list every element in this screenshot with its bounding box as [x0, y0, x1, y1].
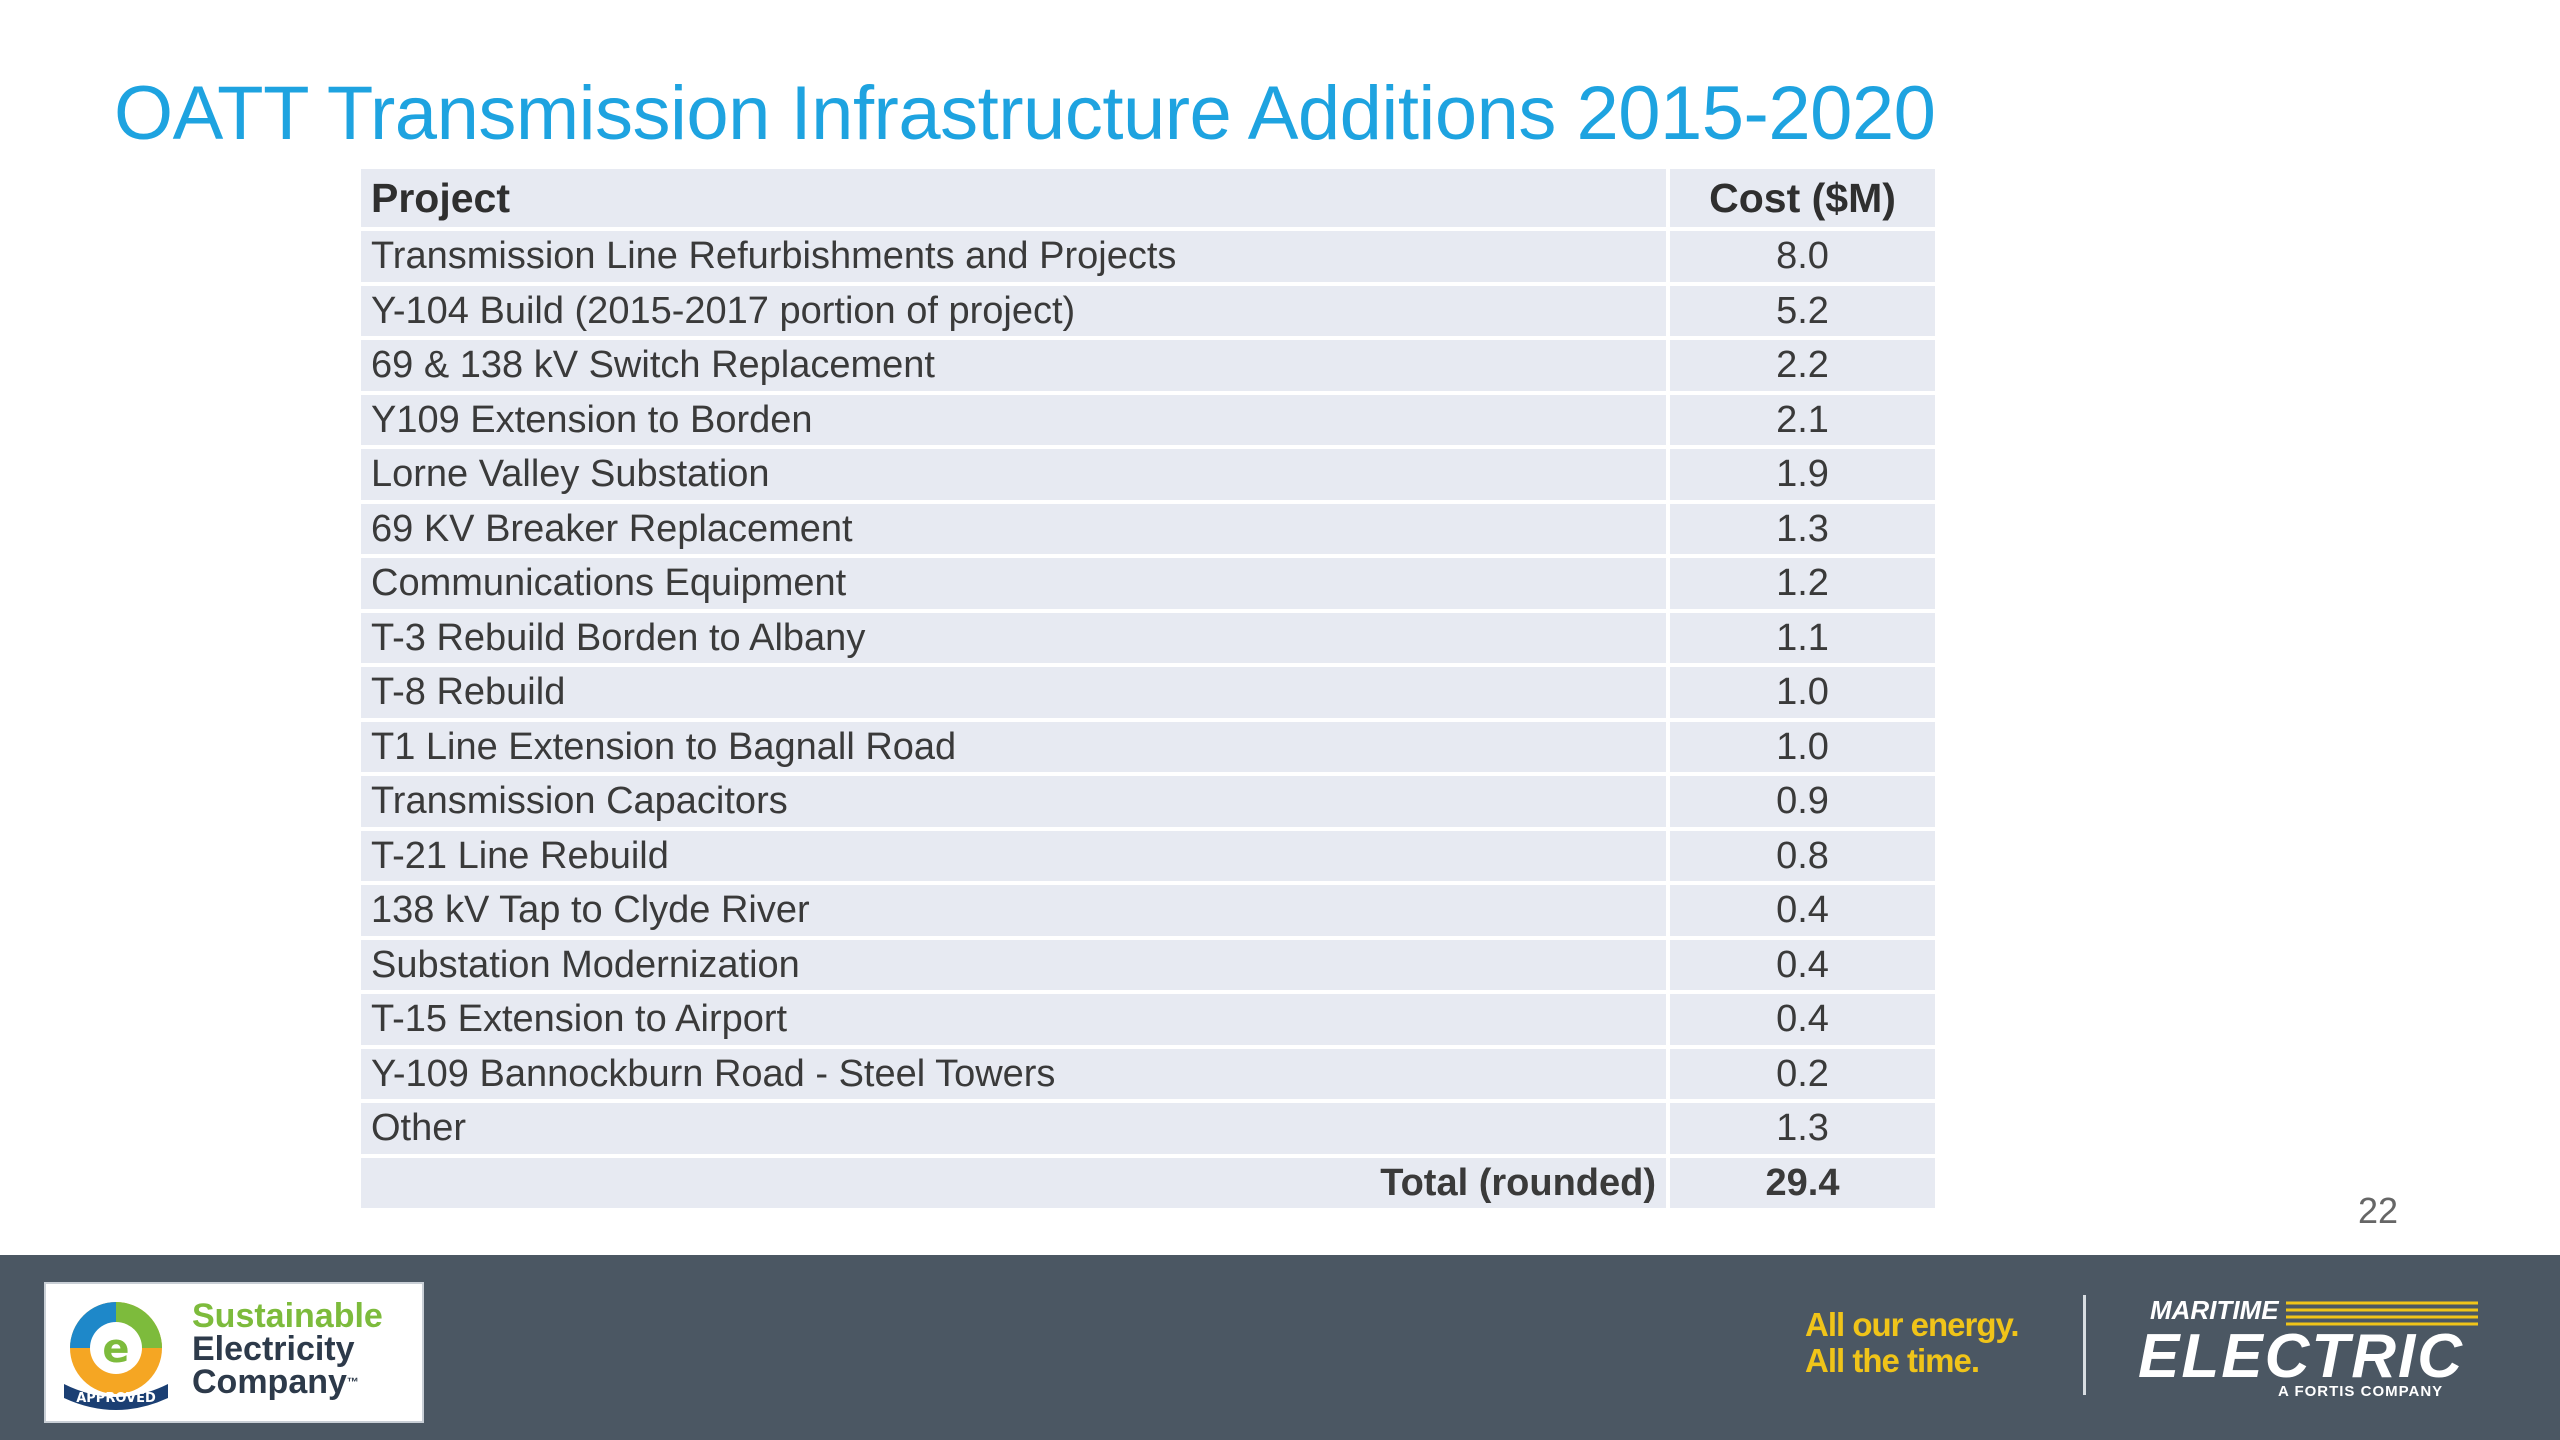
project-cell: Other — [361, 1103, 1670, 1154]
cost-cell: 1.0 — [1670, 667, 1935, 718]
table-row: Substation Modernization 0.4 — [361, 939, 1935, 990]
project-cell: T-3 Rebuild Borden to Albany — [361, 612, 1670, 663]
sustainable-electricity-badge: e APPROVED Sustainable Electricity Compa… — [44, 1282, 424, 1423]
cost-cell: 0.2 — [1670, 1048, 1935, 1099]
maritime-electric-logo: MARITIME ELECTRIC A FORTIS COMPANY — [2138, 1295, 2478, 1405]
footer-bar: e APPROVED Sustainable Electricity Compa… — [0, 1255, 2560, 1440]
page-title: OATT Transmission Infrastructure Additio… — [114, 71, 1936, 156]
project-cell: Transmission Capacitors — [361, 776, 1670, 827]
table-row: Y109 Extension to Borden 2.1 — [361, 394, 1935, 445]
tagline: All our energy. All the time. — [1805, 1306, 2020, 1379]
table-row: T-15 Extension to Airport 0.4 — [361, 994, 1935, 1045]
approved-seal-icon: e APPROVED — [64, 1302, 168, 1410]
project-cell: 69 & 138 kV Switch Replacement — [361, 340, 1670, 391]
table-row: Communications Equipment 1.2 — [361, 558, 1935, 609]
project-cell: Y109 Extension to Borden — [361, 394, 1670, 445]
table-row: Transmission Line Refurbishments and Pro… — [361, 231, 1935, 282]
badge-line3-wrap: Company™ — [192, 1363, 383, 1401]
cost-cell: 2.2 — [1670, 340, 1935, 391]
cost-cell: 0.4 — [1670, 939, 1935, 990]
approved-seal-text: APPROVED — [76, 1391, 156, 1406]
footer-divider — [2083, 1295, 2086, 1395]
project-cell: Y-104 Build (2015-2017 portion of projec… — [361, 285, 1670, 336]
cost-cell: 0.8 — [1670, 830, 1935, 881]
table-row: T1 Line Extension to Bagnall Road 1.0 — [361, 721, 1935, 772]
logo-main-text: ELECTRIC — [2138, 1322, 2464, 1391]
cost-cell: 8.0 — [1670, 231, 1935, 282]
cost-cell: 5.2 — [1670, 285, 1935, 336]
table-row: T-8 Rebuild 1.0 — [361, 667, 1935, 718]
project-cell: Lorne Valley Substation — [361, 449, 1670, 500]
project-cell: Transmission Line Refurbishments and Pro… — [361, 231, 1670, 282]
badge-line2: Electricity — [192, 1330, 355, 1368]
cost-cell: 0.4 — [1670, 885, 1935, 936]
badge-line1: Sustainable — [192, 1297, 383, 1335]
cost-cell: 1.3 — [1670, 1103, 1935, 1154]
tagline-line1: All our energy. — [1805, 1306, 2020, 1343]
badge-line3: Company — [192, 1363, 347, 1401]
svg-text:e: e — [102, 1326, 129, 1372]
trademark-symbol: ™ — [346, 1375, 359, 1389]
table-row: T-3 Rebuild Borden to Albany 1.1 — [361, 612, 1935, 663]
table-row: 138 kV Tap to Clyde River 0.4 — [361, 885, 1935, 936]
project-cell: T1 Line Extension to Bagnall Road — [361, 721, 1670, 772]
table-row: 69 KV Breaker Replacement 1.3 — [361, 503, 1935, 554]
table-row: Transmission Capacitors 0.9 — [361, 776, 1935, 827]
logo-stripes-icon — [2286, 1301, 2478, 1326]
cost-cell: 0.4 — [1670, 994, 1935, 1045]
projects-table: Project Cost ($M) Transmission Line Refu… — [361, 169, 1935, 1212]
total-row: Total (rounded) 29.4 — [361, 1157, 1935, 1208]
table-row: 69 & 138 kV Switch Replacement 2.2 — [361, 340, 1935, 391]
cost-cell: 1.3 — [1670, 503, 1935, 554]
project-cell: T-21 Line Rebuild — [361, 830, 1670, 881]
table-header-row: Project Cost ($M) — [361, 169, 1935, 227]
table-row: T-21 Line Rebuild 0.8 — [361, 830, 1935, 881]
cost-cell: 2.1 — [1670, 394, 1935, 445]
cost-cell: 1.1 — [1670, 612, 1935, 663]
cost-cell: 0.9 — [1670, 776, 1935, 827]
cost-cell: 1.0 — [1670, 721, 1935, 772]
total-value: 29.4 — [1670, 1157, 1935, 1208]
header-project: Project — [361, 169, 1670, 227]
header-cost: Cost ($M) — [1670, 169, 1935, 227]
project-cell: Communications Equipment — [361, 558, 1670, 609]
cost-cell: 1.2 — [1670, 558, 1935, 609]
page-number: 22 — [2358, 1190, 2399, 1231]
project-cell: T-15 Extension to Airport — [361, 994, 1670, 1045]
project-cell: 138 kV Tap to Clyde River — [361, 885, 1670, 936]
project-cell: Substation Modernization — [361, 939, 1670, 990]
total-label: Total (rounded) — [361, 1157, 1670, 1208]
table-row: Y-109 Bannockburn Road - Steel Towers 0.2 — [361, 1048, 1935, 1099]
table-row: Other 1.3 — [361, 1103, 1935, 1154]
cost-cell: 1.9 — [1670, 449, 1935, 500]
logo-sub-text: A FORTIS COMPANY — [2278, 1383, 2444, 1400]
table-row: Lorne Valley Substation 1.9 — [361, 449, 1935, 500]
project-cell: 69 KV Breaker Replacement — [361, 503, 1670, 554]
project-cell: Y-109 Bannockburn Road - Steel Towers — [361, 1048, 1670, 1099]
project-cell: T-8 Rebuild — [361, 667, 1670, 718]
badge-text: Sustainable Electricity Company™ — [192, 1297, 383, 1401]
logo-top-text: MARITIME — [2150, 1295, 2279, 1325]
tagline-line2: All the time. — [1805, 1342, 1980, 1379]
table-row: Y-104 Build (2015-2017 portion of projec… — [361, 285, 1935, 336]
